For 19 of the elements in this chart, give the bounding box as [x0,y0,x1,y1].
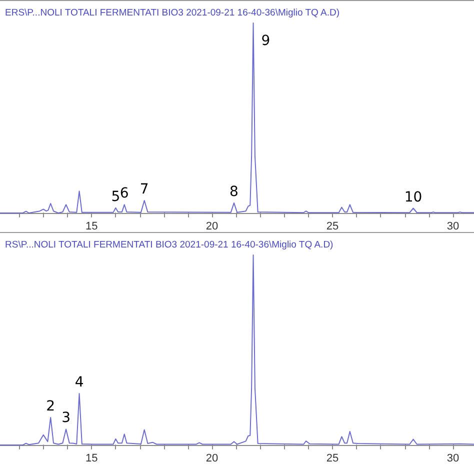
x-tick-label: 25 [326,452,339,464]
x-tick-label: 15 [85,220,98,232]
x-tick-label: 25 [326,220,339,232]
x-tick-label: 30 [446,452,460,464]
annotation: 2 [46,398,56,414]
annotation: 3 [62,410,70,426]
annotation: 6 [120,186,129,202]
annotation: 5 [111,188,120,205]
x-tick-label: 15 [85,452,98,464]
annotation: 9 [261,33,270,49]
x-tick-label: 30 [446,220,460,232]
annotation: 4 [74,374,84,391]
chart-title: RS\P...NOLI TOTALI FERMENTATI BIO3 2021-09-21 16-40-36\Miglio TQ A.D) [5,240,334,250]
x-tick-label: 20 [206,452,218,464]
annotation: 10 [404,189,422,206]
chart-title: ERS\P...NOLI TOTALI FERMENTATI BIO3 2021-09-21 16-40-36\Miglio TQ A.D) [5,8,340,18]
x-tick-label: 20 [206,220,218,232]
annotation: 8 [230,184,238,200]
annotation: 7 [140,181,149,198]
